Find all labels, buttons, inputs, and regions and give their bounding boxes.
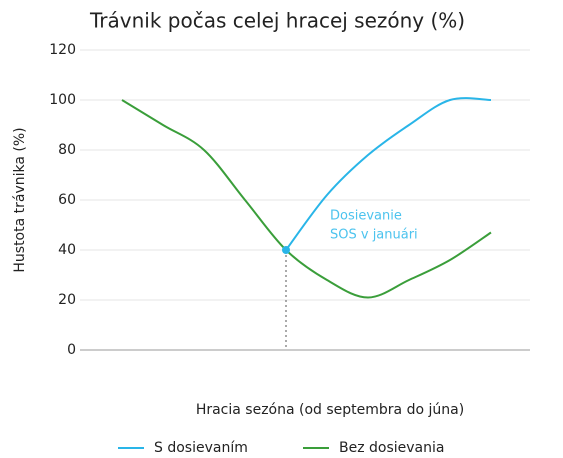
- y-tick-label: 0: [67, 342, 76, 358]
- marker: [282, 246, 290, 254]
- y-axis-label: Hustota trávnika (%): [12, 127, 28, 272]
- y-tick-label: 60: [58, 192, 76, 208]
- legend-label: Bez dosievania: [339, 440, 444, 456]
- series-line: [121, 99, 492, 299]
- y-tick-label: 20: [58, 292, 76, 308]
- series-line: [285, 97, 492, 251]
- y-tick-label: 40: [58, 242, 76, 258]
- annotation: SOS v januári: [330, 228, 418, 243]
- chart-title: Trávnik počas celej hracej sezóny (%): [89, 9, 465, 33]
- y-tick-label: 100: [49, 92, 76, 108]
- annotation: Dosievanie: [330, 209, 402, 224]
- y-tick-label: 120: [49, 42, 76, 58]
- legend-label: S dosievaním: [154, 440, 248, 456]
- x-axis-label: Hracia sezóna (od septembra do júna): [196, 402, 464, 418]
- y-tick-label: 80: [58, 142, 76, 158]
